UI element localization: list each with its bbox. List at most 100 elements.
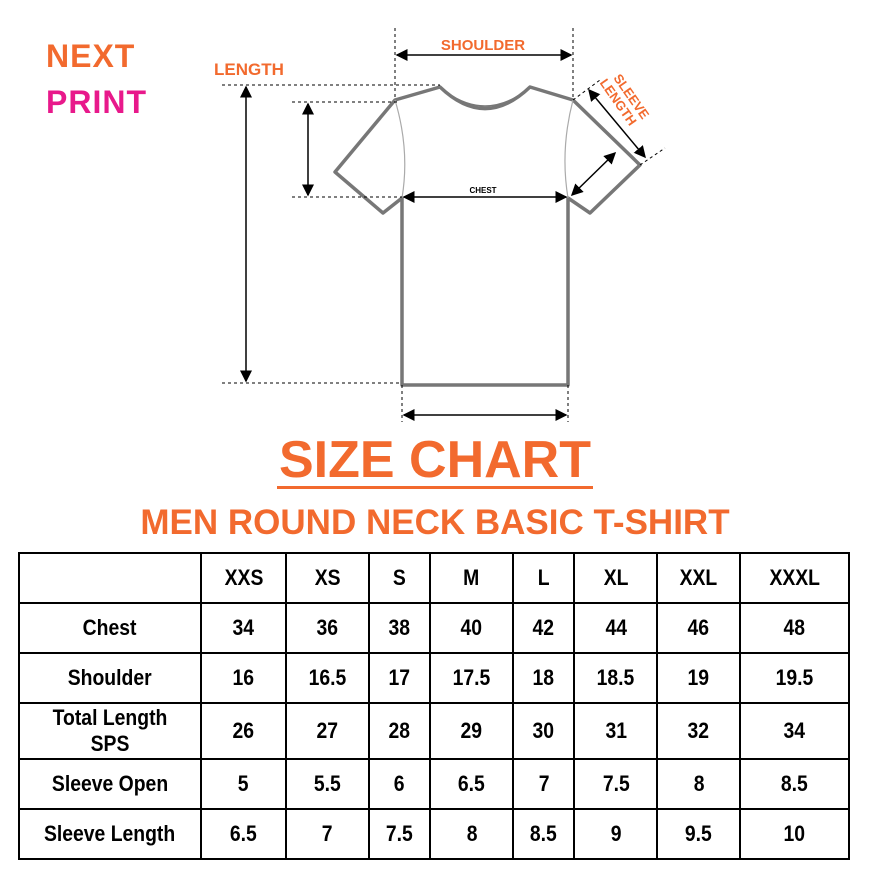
value-text: 26: [232, 718, 255, 743]
chest-label: CHEST: [469, 186, 496, 195]
page-subtitle: MEN ROUND NECK BASIC T-SHIRT: [140, 503, 730, 542]
value-cell: 9: [573, 808, 659, 860]
value-text: 17.5: [452, 665, 491, 690]
value-text: 8: [693, 771, 705, 796]
value-text: 6.5: [230, 821, 257, 846]
value-text: 7.5: [386, 821, 414, 846]
header-cell: L: [512, 552, 576, 604]
value-cell: 16: [199, 652, 288, 704]
value-text: 8.5: [530, 821, 558, 846]
value-cell: 19.5: [739, 652, 850, 704]
row-label-text: Chest: [83, 615, 137, 640]
header-cell: XS: [285, 552, 370, 604]
size-table: XXS XS S M L XL XXL XXXL Chest 34 36 38 40 42 44 46 48 Sh…: [18, 552, 850, 860]
row-label-text: Sleeve Length: [44, 821, 176, 846]
value-cell: 34: [739, 702, 850, 760]
shoulder-label: SHOULDER: [441, 37, 525, 54]
tshirt-outline: [333, 85, 642, 387]
value-cell: 48: [739, 602, 850, 654]
value-cell: 7.5: [367, 808, 432, 860]
value-cell: 17: [367, 652, 432, 704]
header-cell: XXS: [199, 552, 288, 604]
value-cell: 8: [429, 808, 515, 860]
header-cell: [18, 552, 202, 604]
value-text: 8: [466, 821, 478, 846]
value-text: 36: [316, 615, 339, 640]
value-cell: 32: [656, 702, 742, 760]
value-text: 18.5: [596, 665, 635, 690]
value-cell: 34: [199, 602, 288, 654]
table-row: Sleeve Open 5 5.5 6 6.5 7 7.5 8 8.5: [18, 758, 850, 810]
value-cell: 18: [512, 652, 576, 704]
value-cell: 7.5: [573, 758, 659, 810]
value-text: 44: [605, 615, 627, 640]
header-cell: M: [429, 552, 515, 604]
value-cell: 26: [199, 702, 288, 760]
value-text: 5.5: [314, 771, 341, 796]
value-cell: 7: [285, 808, 370, 860]
value-text: 7: [322, 821, 333, 846]
value-text: 10: [783, 821, 806, 846]
value-text: 42: [532, 615, 555, 640]
value-text: 19.5: [775, 665, 814, 690]
value-cell: 8.5: [739, 758, 850, 810]
value-cell: 29: [429, 702, 515, 760]
value-cell: 27: [285, 702, 370, 760]
value-cell: 30: [512, 702, 576, 760]
row-label: Chest: [18, 602, 202, 654]
value-cell: 7: [512, 758, 576, 810]
value-text: 9.5: [685, 821, 713, 846]
value-cell: 5.5: [285, 758, 370, 810]
value-text: 9: [610, 821, 622, 846]
value-cell: 31: [573, 702, 659, 760]
header-text: L: [537, 565, 550, 590]
value-cell: 16.5: [285, 652, 370, 704]
value-cell: 44: [573, 602, 659, 654]
row-label: Shoulder: [18, 652, 202, 704]
value-text: 28: [388, 718, 411, 743]
value-text: 31: [605, 718, 627, 743]
value-text: 8.5: [781, 771, 809, 796]
value-text: 17: [388, 665, 411, 690]
value-text: 6.5: [458, 771, 486, 796]
value-cell: 46: [656, 602, 742, 654]
value-cell: 18.5: [573, 652, 659, 704]
brand-logo-print: PRINT: [46, 84, 147, 120]
value-text: 16.5: [308, 665, 347, 690]
value-text: 46: [687, 615, 710, 640]
value-text: 7: [538, 771, 550, 796]
value-cell: 6.5: [199, 808, 288, 860]
value-text: 18: [532, 665, 555, 690]
value-cell: 9.5: [656, 808, 742, 860]
header-cell: XL: [573, 552, 659, 604]
value-cell: 8.5: [512, 808, 576, 860]
value-text: 38: [388, 615, 411, 640]
value-cell: 38: [367, 602, 432, 654]
row-label-text: Sleeve Open: [51, 771, 169, 796]
header-text: XXL: [679, 565, 718, 590]
header-cell: XXXL: [739, 552, 850, 604]
header-cell: S: [367, 552, 432, 604]
row-label-text: Shoulder: [68, 665, 152, 690]
value-text: 27: [316, 718, 339, 743]
value-text: 48: [783, 615, 806, 640]
value-text: 7.5: [602, 771, 630, 796]
page-title: SIZE CHART: [277, 431, 593, 489]
value-cell: 8: [656, 758, 742, 810]
value-cell: 19: [656, 652, 742, 704]
brand-logo-next: NEXT: [46, 38, 136, 74]
sleeve-length-label: SLEEVELENGTH: [597, 68, 653, 130]
row-label: Sleeve Open: [18, 758, 202, 810]
value-cell: 40: [429, 602, 515, 654]
header-text: XXXL: [769, 565, 820, 590]
tshirt-diagram: SHOULDER LENGTH CHEST SLEEVELENGTH: [214, 28, 666, 422]
value-text: 32: [687, 718, 710, 743]
header-text: M: [463, 565, 480, 590]
value-text: 30: [532, 718, 555, 743]
row-label: Sleeve Length: [18, 808, 202, 860]
value-text: 34: [783, 718, 806, 743]
table-row: Chest 34 36 38 40 42 44 46 48: [18, 602, 850, 654]
value-text: 5: [238, 771, 249, 796]
value-cell: 42: [512, 602, 576, 654]
